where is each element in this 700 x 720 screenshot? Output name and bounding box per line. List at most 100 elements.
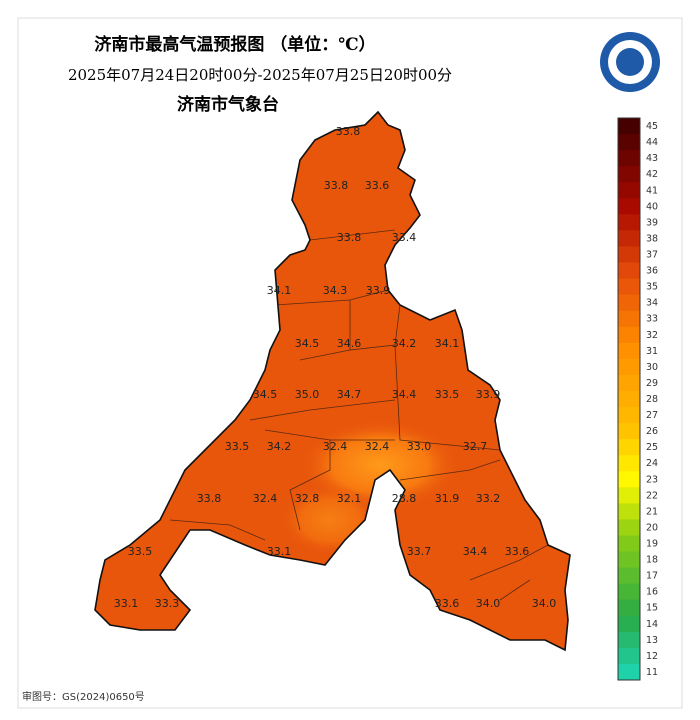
- station-value: 32.4: [323, 440, 348, 453]
- colorbar-tick-label: 22: [646, 490, 658, 501]
- station-value: 33.5: [225, 440, 250, 453]
- station-value: 34.5: [253, 388, 278, 401]
- colorbar-tick-label: 33: [646, 314, 658, 325]
- station-value: 32.4: [253, 492, 278, 505]
- colorbar-tick-label: 15: [646, 603, 658, 614]
- colorbar-tick-label: 32: [646, 330, 658, 341]
- colorbar-tick-label: 45: [646, 121, 658, 132]
- colorbar-cell: [618, 342, 640, 360]
- colorbar-tick-label: 24: [646, 458, 658, 469]
- station-value: 33.4: [392, 231, 417, 244]
- colorbar-tick-label: 39: [646, 217, 658, 228]
- station-value: 34.0: [532, 597, 557, 610]
- colorbar-cell: [618, 663, 640, 681]
- station-value: 32.7: [463, 440, 488, 453]
- station-value: 33.8: [324, 179, 349, 192]
- station-value: 33.8: [197, 492, 222, 505]
- colorbar-cell: [618, 326, 640, 344]
- station-value: 34.1: [267, 284, 292, 297]
- station-value: 34.5: [295, 337, 320, 350]
- station-value: 33.0: [407, 440, 432, 453]
- colorbar-cell: [618, 374, 640, 392]
- frame: [17, 17, 683, 709]
- colorbar-cell: [618, 615, 640, 633]
- station-value: 34.1: [435, 337, 460, 350]
- colorbar-tick-label: 29: [646, 378, 658, 389]
- colorbar-cell: [618, 166, 640, 183]
- colorbar-cell: [618, 214, 640, 231]
- station-value: 33.8: [337, 231, 362, 244]
- colorbar-cell: [618, 487, 640, 504]
- station-value: 34.4: [463, 545, 488, 558]
- colorbar-tick-label: 13: [646, 635, 658, 646]
- colorbar-tick-label: 19: [646, 539, 658, 550]
- colorbar-cell: [618, 246, 640, 264]
- colorbar-tick-label: 38: [646, 233, 658, 244]
- station-value: 33.7: [407, 545, 432, 558]
- colorbar-tick-label: 43: [646, 153, 658, 164]
- colorbar-cell: [618, 262, 640, 280]
- logo: [600, 32, 660, 92]
- colorbar-cell: [618, 407, 640, 424]
- time-range: 2025年07月24日20时00分-2025年07月25日20时00分: [68, 66, 452, 84]
- station-value: 33.9: [476, 388, 501, 401]
- colorbar: 45 44 43 42 41 40 39 38 37 36 35 34 33 32 31 30 29 28 27 26…: [617, 117, 658, 681]
- colorbar-tick-label: 25: [646, 442, 658, 453]
- title: 济南市最高气温预报图 （单位：℃）: [94, 34, 375, 55]
- station-value: 33.6: [505, 545, 530, 558]
- colorbar-tick-label: 42: [646, 169, 658, 180]
- colorbar-tick-label: 31: [646, 346, 658, 357]
- station-value: 33.6: [365, 179, 390, 192]
- colorbar-cell: [618, 182, 640, 199]
- colorbar-cell: [618, 535, 640, 553]
- station-value: 31.9: [435, 492, 460, 505]
- colorbar-tick-label: 11: [646, 667, 658, 678]
- colorbar-tick-label: 12: [646, 651, 658, 662]
- station-value: 32.4: [365, 440, 390, 453]
- colorbar-tick-label: 27: [646, 410, 658, 421]
- colorbar-tick-label: 30: [646, 362, 658, 373]
- colorbar-cell: [618, 294, 640, 312]
- station-value: 33.1: [114, 597, 139, 610]
- colorbar-cell: [618, 583, 640, 601]
- station-value: 28.8: [392, 492, 417, 505]
- issuer: 济南市气象台: [177, 94, 279, 115]
- station-value: 34.0: [476, 597, 501, 610]
- colorbar-cell: [618, 455, 640, 472]
- station-value: 34.7: [337, 388, 362, 401]
- station-value: 33.2: [476, 492, 501, 505]
- colorbar-tick-label: 34: [646, 298, 658, 309]
- colorbar-cell: [618, 519, 640, 536]
- colorbar-tick-label: 16: [646, 587, 658, 598]
- colorbar-cell: [618, 551, 640, 569]
- colorbar-tick-label: 35: [646, 282, 658, 293]
- colorbar-cell: [618, 134, 640, 151]
- colorbar-tick-label: 36: [646, 266, 658, 277]
- station-value: 34.6: [337, 337, 362, 350]
- station-value: 34.3: [323, 284, 348, 297]
- colorbar-cell: [618, 631, 640, 649]
- colorbar-tick-label: 41: [646, 185, 658, 196]
- colorbar-cell: [618, 503, 640, 520]
- colorbar-cell: [618, 230, 640, 247]
- colorbar-tick-label: 14: [646, 619, 658, 630]
- colorbar-tick-label: 40: [646, 201, 658, 212]
- station-value: 32.8: [295, 492, 320, 505]
- station-value: 34.2: [267, 440, 292, 453]
- colorbar-tick-label: 37: [646, 249, 658, 260]
- colorbar-tick-label: 28: [646, 394, 658, 405]
- colorbar-tick-label: 23: [646, 474, 658, 485]
- station-value: 32.1: [337, 492, 362, 505]
- station-value: 33.8: [336, 125, 361, 138]
- colorbar-cell: [618, 118, 640, 135]
- colorbar-tick-label: 44: [646, 137, 658, 148]
- colorbar-cell: [618, 471, 640, 488]
- colorbar-cell: [618, 647, 640, 665]
- colorbar-border: [617, 117, 641, 681]
- colorbar-cell: [618, 310, 640, 328]
- colorbar-cell: [618, 439, 640, 456]
- colorbar-tick-label: 26: [646, 426, 658, 437]
- colorbar-cell: [618, 423, 640, 440]
- colorbar-cell: [618, 567, 640, 585]
